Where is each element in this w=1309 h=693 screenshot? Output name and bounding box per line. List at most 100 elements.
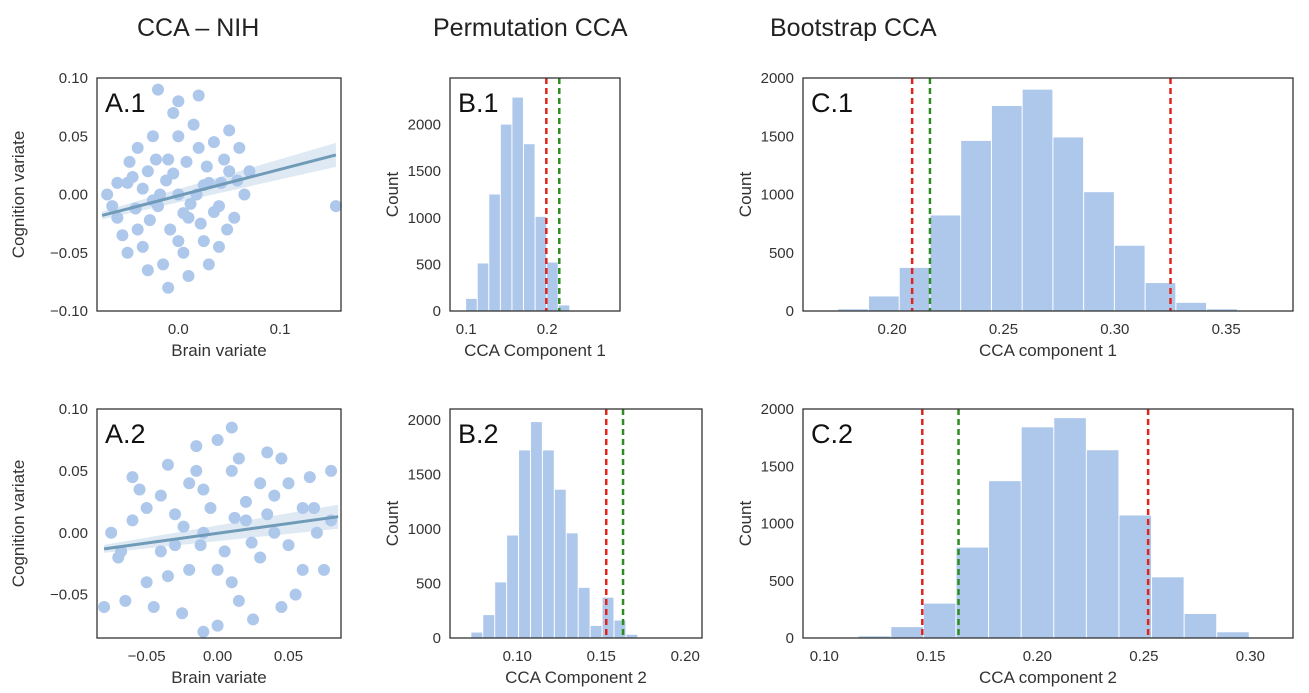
histogram-bar [1114, 245, 1145, 311]
scatter-point [154, 545, 167, 558]
scatter-point [197, 483, 210, 496]
column-title-bootstrap-cca: Bootstrap CCA [770, 14, 937, 42]
panel-label: A.1 [105, 88, 146, 118]
scatter-point [282, 477, 295, 490]
scatter-point [194, 217, 207, 230]
scatter-point [140, 502, 153, 515]
histogram-bar [500, 124, 512, 311]
histogram-bar [891, 627, 923, 638]
x-tick-label: 0.25 [1129, 648, 1158, 665]
histogram-bar [542, 450, 554, 638]
histogram-bar [1207, 309, 1237, 311]
plot-frame [96, 77, 342, 312]
histogram-bar [1145, 283, 1176, 311]
scatter-point [197, 625, 210, 638]
y-tick-label: 0 [433, 303, 441, 320]
scatter-point [136, 240, 149, 253]
panel-a-1: A.1 0.0 0.1 −0.10 −0.05 0.00 0.05 0.10 Brain var… [9, 70, 342, 360]
histogram-bar [524, 144, 535, 311]
y-tick-label: −0.05 [50, 587, 88, 604]
y-axis-label: Count [736, 501, 755, 547]
histogram-bar [1084, 192, 1114, 311]
scatter-point [254, 551, 267, 564]
y-tick-label: 0.00 [59, 525, 88, 542]
column-title-cca-nih: CCA – NIH [137, 14, 260, 42]
scatter-point [254, 477, 267, 490]
x-axis-label: Brain variate [171, 341, 266, 360]
x-tick-label: 0.35 [1212, 321, 1241, 338]
panel-label: C.1 [811, 88, 853, 118]
x-tick-label: 0.10 [503, 648, 532, 665]
scatter-point [233, 141, 246, 154]
y-tick-label: 0 [786, 303, 794, 320]
scatter-point [152, 83, 164, 96]
histogram-bar [991, 105, 1022, 312]
histogram-bar [512, 97, 524, 312]
scatter-point [289, 588, 302, 601]
x-axis-label: CCA Component 1 [464, 341, 606, 360]
x-tick-label: 0.20 [1023, 648, 1052, 665]
panel-c-2: C.2 0.10 0.15 0.20 0.25 0.30 0 500 1000 1500 2000 C… [736, 401, 1294, 687]
plot-frame [802, 77, 1294, 312]
scatter-point [282, 539, 295, 552]
scatter-point [197, 235, 210, 248]
histogram-bar [535, 216, 547, 311]
scatter-point [161, 458, 174, 471]
scatter-point [177, 246, 190, 259]
y-tick-label: 500 [769, 573, 794, 590]
x-axis-label: Brain variate [171, 668, 266, 687]
scatter-point [245, 536, 258, 549]
scatter-point [228, 211, 241, 224]
scatter-point [211, 433, 224, 446]
panel-b-1: B.1 0.1 0.2 0 500 1000 1500 2000 CCA Component 1… [383, 77, 621, 360]
y-tick-label: 500 [769, 245, 794, 262]
scatter-point [98, 601, 111, 614]
scatter-point [141, 264, 154, 277]
y-tick-label: 0 [786, 630, 794, 647]
histogram-bar [495, 582, 507, 638]
y-axis-label: Cognition variate [9, 131, 28, 259]
scatter-point [106, 200, 119, 213]
scatter-point [184, 197, 197, 210]
y-tick-label: 2000 [761, 70, 794, 87]
y-tick-label: −0.05 [50, 245, 88, 262]
scatter-point [190, 440, 203, 453]
histogram-bar [626, 634, 638, 638]
y-tick-label: 0.10 [59, 401, 88, 418]
scatter-point [223, 124, 236, 137]
histogram-bar [1022, 89, 1053, 312]
scatter-point [296, 563, 309, 576]
scatter-point [146, 130, 159, 143]
scatter-point [238, 188, 251, 201]
y-tick-label: 0 [433, 630, 441, 647]
scatter-point [140, 576, 153, 589]
histogram-bar [858, 636, 891, 638]
scatter-point [225, 464, 238, 477]
y-tick-label: −0.10 [50, 303, 88, 320]
x-tick-label: 0.30 [1236, 648, 1265, 665]
scatter-point [161, 570, 174, 583]
scatter-point [149, 153, 162, 166]
panel-label: A.2 [105, 419, 146, 449]
x-tick-label: 0.0 [168, 321, 189, 338]
scatter-point [225, 421, 238, 434]
scatter-point [202, 258, 215, 271]
histogram-bar [578, 587, 590, 638]
y-axis-label: Cognition variate [9, 460, 28, 588]
panel-label: B.1 [458, 88, 499, 118]
x-tick-label: 0.10 [810, 648, 839, 665]
histogram-bar [558, 305, 570, 311]
y-tick-label: 1000 [408, 210, 441, 227]
histogram-bar [489, 194, 500, 311]
scatter-point [126, 171, 139, 184]
scatter-point [167, 167, 180, 180]
scatter-point [172, 235, 185, 248]
histogram-bar [1086, 450, 1119, 638]
histogram-bar [530, 422, 542, 638]
scatter-point [126, 471, 139, 484]
y-tick-label: 1500 [761, 458, 794, 475]
scatter-point [133, 483, 146, 496]
y-tick-label: 1000 [408, 521, 441, 538]
histogram-bar [590, 626, 602, 638]
plot-frame [449, 408, 703, 639]
